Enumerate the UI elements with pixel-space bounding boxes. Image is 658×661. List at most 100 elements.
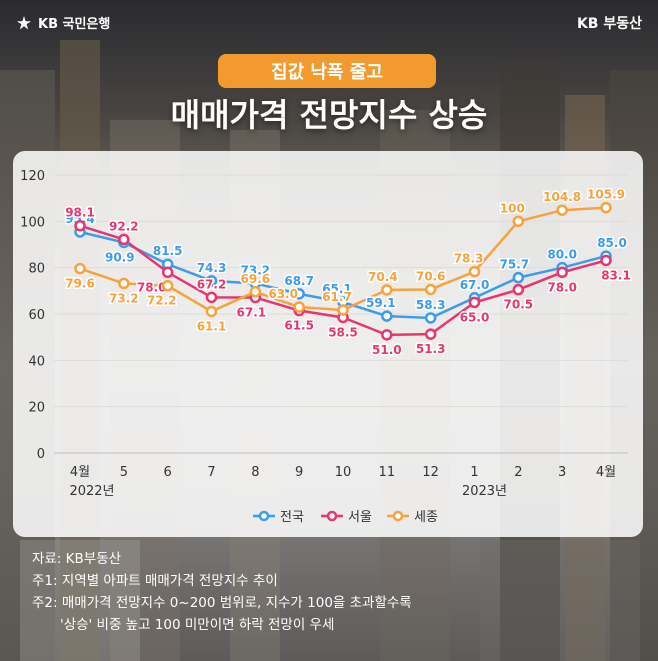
x-tick-label: 2 <box>514 465 522 480</box>
data-point-sejong <box>293 301 305 313</box>
x-tick-label: 12 <box>422 465 439 480</box>
x-year-label: 2023년 <box>462 484 507 499</box>
note-2-line2: '상승' 비중 높고 100 미만이면 하락 전망이 우세 <box>60 617 335 633</box>
data-point-seoul <box>468 296 481 309</box>
data-label-sejong: 70.4 <box>368 270 398 284</box>
data-label-seoul: 67.2 <box>197 277 227 291</box>
data-point-sejong <box>337 304 349 316</box>
data-point-national <box>424 312 437 324</box>
data-label-national: 85.0 <box>597 236 627 250</box>
kb-real-estate-logo[interactable]: KB 부동산 <box>576 16 642 32</box>
data-label-seoul: 61.5 <box>284 319 314 333</box>
data-label-seoul: 58.5 <box>328 325 358 339</box>
x-tick-label: 9 <box>295 465 303 480</box>
page-title: 매매가격 전망지수 상승 <box>170 96 488 134</box>
data-label-seoul: 67.1 <box>237 306 267 320</box>
data-label-sejong: 73.2 <box>109 291 139 305</box>
data-point-sejong <box>468 265 481 278</box>
data-label-sejong: 70.6 <box>416 269 446 283</box>
legend-swatch-marker <box>258 510 270 522</box>
data-label-sejong: 78.3 <box>454 252 484 266</box>
source-note: 자료: KB부동산 <box>32 551 122 567</box>
data-label-sejong: 104.8 <box>543 190 581 204</box>
x-tick-label: 7 <box>207 465 215 480</box>
x-tick-label: 11 <box>379 465 396 480</box>
data-label-sejong: 79.6 <box>65 277 95 291</box>
data-point-seoul <box>556 266 568 279</box>
headline-badge: 집값 낙폭 줄고 <box>218 54 436 88</box>
x-tick-label: 8 <box>251 465 259 480</box>
y-tick-label: 40 <box>28 354 45 369</box>
data-point-national <box>205 275 218 287</box>
x-year-label: 2022년 <box>69 484 114 499</box>
header: KB 국민은행 KB 부동산 <box>0 0 658 40</box>
data-label-national: 90.9 <box>105 250 135 264</box>
y-tick-label: 100 <box>20 215 45 230</box>
note-2-line1: 주2: 매매가격 전망지수 0~200 범위로, 지수가 100을 초과할수록 <box>32 595 412 611</box>
data-point-seoul <box>205 291 218 304</box>
x-tick-label: 5 <box>120 465 128 480</box>
data-label-seoul: 78.0 <box>137 280 167 294</box>
data-point-sejong <box>205 305 218 318</box>
data-label-sejong: 72.2 <box>147 294 177 308</box>
data-point-seoul <box>74 219 86 232</box>
data-point-seoul <box>161 266 174 279</box>
data-point-seoul <box>424 328 437 340</box>
kb-star-icon <box>17 15 31 29</box>
data-label-national: 65.1 <box>322 282 352 296</box>
data-label-seoul: 70.5 <box>504 298 534 312</box>
y-tick-label: 0 <box>37 447 45 462</box>
x-tick-label: 4월 <box>70 465 90 480</box>
data-point-national <box>512 271 525 284</box>
data-point-seoul <box>118 233 130 246</box>
data-label-national: 81.5 <box>153 244 183 258</box>
data-label-national: 67.0 <box>460 278 490 292</box>
data-label-national: 73.2 <box>241 263 271 277</box>
data-label-sejong: 105.9 <box>587 188 625 202</box>
data-point-sejong <box>600 201 612 214</box>
y-tick-label: 120 <box>20 169 45 184</box>
note-1: 주1: 지역별 아파트 매매가격 전망지수 추이 <box>32 573 278 589</box>
kb-bank-logo[interactable]: KB 국민은행 <box>16 13 110 32</box>
data-point-seoul <box>512 283 525 296</box>
data-point-sejong <box>381 284 393 296</box>
data-label-national: 74.3 <box>197 261 227 275</box>
x-tick-label: 3 <box>558 465 566 480</box>
data-label-seoul: 83.1 <box>601 268 631 282</box>
legend-label: 전국 <box>280 510 304 525</box>
data-label-sejong: 61.7 <box>322 290 352 304</box>
data-label-seoul: 98.1 <box>65 206 95 220</box>
data-label-seoul: 51.3 <box>416 342 446 356</box>
footnotes: 자료: KB부동산 주1: 지역별 아파트 매매가격 전망지수 추이 주2: 매… <box>32 548 412 636</box>
data-point-sejong <box>249 286 262 298</box>
data-point-sejong <box>512 215 525 228</box>
y-tick-label: 60 <box>28 308 45 323</box>
x-tick-label: 10 <box>335 465 352 480</box>
y-tick-label: 80 <box>28 262 45 277</box>
data-point-seoul <box>381 329 393 341</box>
data-label-national: 75.7 <box>500 258 530 272</box>
data-label-sejong: 63.0 <box>268 287 298 301</box>
data-label-sejong: 100 <box>500 201 525 215</box>
data-label-seoul: 92.2 <box>109 219 139 233</box>
data-label-national: 68.7 <box>284 274 314 288</box>
data-label-sejong: 69.6 <box>241 272 271 286</box>
data-label-national: 59.1 <box>366 296 396 310</box>
data-point-sejong <box>74 262 86 275</box>
bank-name: KB 국민은행 <box>38 17 111 32</box>
chart-panel: 0 20 40 60 80 100 120 4월 5 6 7 8 9 10 11 12 1 2 3 4월 2022년 20… <box>13 151 643 537</box>
legend-swatch-marker <box>326 510 338 522</box>
y-tick-label: 20 <box>28 401 45 416</box>
data-point-sejong <box>424 283 437 296</box>
data-point-sejong <box>118 277 130 290</box>
data-label-national: 58.3 <box>416 298 446 312</box>
legend-swatch-marker <box>392 510 404 522</box>
data-point-national <box>293 288 305 300</box>
data-label-seoul: 78.0 <box>547 280 577 294</box>
data-label-seoul: 51.0 <box>372 343 402 357</box>
data-point-seoul <box>600 254 612 267</box>
x-tick-label: 4월 <box>596 465 616 480</box>
data-label-national: 80.0 <box>547 248 577 262</box>
x-tick-label: 1 <box>470 465 478 480</box>
